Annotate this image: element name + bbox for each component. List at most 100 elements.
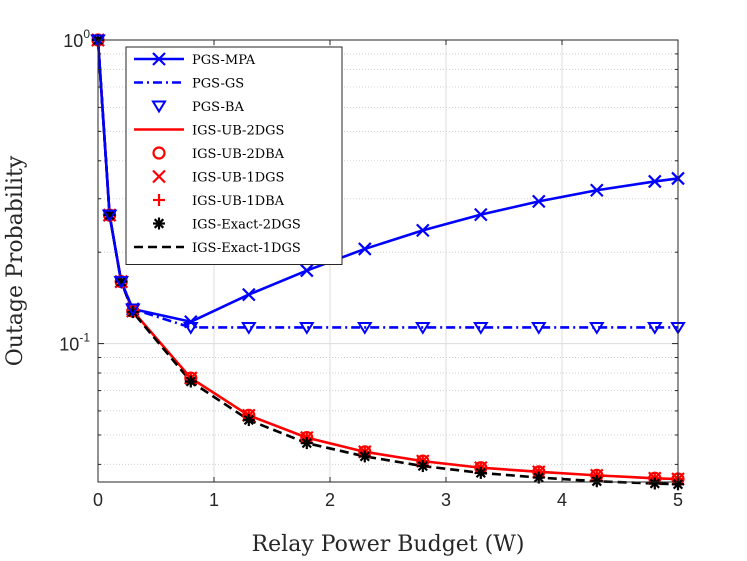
legend-label: PGS-BA (192, 100, 244, 115)
marker-stroke (243, 414, 254, 426)
marker-stroke (113, 276, 129, 289)
data-point-pgs-ba (183, 321, 199, 335)
legend-label: IGS-UB-2DBA (192, 147, 285, 162)
marker-stroke (153, 218, 165, 229)
data-point-pgs-ba (589, 321, 605, 335)
data-point-pgs-ba (473, 321, 489, 335)
marker-stroke (357, 321, 373, 335)
legend-marker (153, 217, 165, 230)
legend-entry: IGS-UB-2DBA (152, 146, 285, 162)
axis-ticks: 0 1 2 3 4 5 100 10-1 (59, 27, 683, 510)
legend-label: IGS-Exact-2DGS (192, 218, 301, 233)
x-tick-label: 5 (673, 490, 683, 510)
legend-label: IGS-UB-1DGS (192, 171, 284, 186)
data-point-pgs-ba (299, 321, 315, 335)
x-tick-label: 0 (93, 490, 103, 510)
legend-label: IGS-UB-1DBA (192, 194, 285, 209)
data-point-igs-exact-2dgs (300, 437, 313, 450)
x-tick-label: 2 (325, 490, 335, 510)
legend-entry: IGS-Exact-1DGS (134, 241, 301, 256)
data-point-igs-exact-2dgs (474, 466, 487, 479)
legend-marker (152, 146, 166, 160)
marker-stroke (185, 376, 196, 387)
marker-stroke (416, 223, 430, 238)
data-point-pgs-ba (101, 209, 118, 223)
data-point-pgs-ba (125, 303, 141, 317)
marker-stroke (647, 321, 663, 335)
marker-stroke (415, 321, 431, 335)
marker-stroke (183, 321, 199, 335)
marker-stroke (649, 478, 660, 489)
data-point-pgs-mpa (358, 242, 372, 256)
marker-stroke (104, 209, 115, 221)
legend-label: IGS-Exact-1DGS (192, 241, 301, 256)
x-tick-label: 3 (441, 490, 451, 510)
data-point-igs-exact-2dgs (242, 414, 255, 427)
axes-box (97, 39, 679, 483)
data-point-igs-exact-2dgs (184, 375, 197, 388)
legend-marker (153, 194, 165, 206)
legend-label: PGS-MPA (192, 53, 256, 68)
data-point-igs-exact-2dgs (416, 460, 429, 473)
legend-entry: IGS-Exact-2DGS (153, 217, 301, 233)
marker-stroke (299, 321, 315, 335)
data-point-pgs-mpa (474, 207, 488, 222)
marker-stroke (101, 209, 118, 223)
marker-stroke (672, 479, 684, 490)
marker-stroke (590, 183, 604, 198)
marker-stroke (589, 321, 605, 335)
y-tick-label: 100 (63, 27, 90, 51)
legend-marker (151, 100, 167, 114)
marker-stroke (116, 276, 127, 287)
marker-stroke (417, 460, 428, 472)
data-point-pgs-mpa (590, 183, 604, 198)
x-tick-label: 4 (557, 490, 567, 510)
legend-label: PGS-GS (192, 77, 244, 92)
legend-entry: PGS-BA (151, 100, 244, 115)
data-point-pgs-ba (647, 321, 663, 335)
marker-stroke (152, 146, 166, 160)
marker-stroke (241, 321, 257, 335)
data-point-pgs-ba (357, 321, 373, 335)
data-point-igs-exact-2dgs (590, 475, 603, 488)
legend: PGS-MPA PGS-GS PGS-BA IGS-UB-2DGS IGS-UB-2DB… (125, 46, 343, 265)
data-point-pgs-ba (531, 321, 547, 335)
marker-stroke (648, 174, 662, 189)
data-point-igs-exact-2dgs (648, 477, 661, 490)
marker-stroke (532, 194, 546, 209)
marker-stroke (358, 242, 372, 256)
legend-entry: PGS-GS (134, 77, 244, 92)
x-axis-label: Relay Power Budget (W) (252, 532, 525, 557)
marker-stroke (242, 287, 256, 302)
data-point-pgs-ba (241, 321, 257, 335)
marker-stroke (152, 52, 166, 66)
marker-stroke (301, 438, 312, 449)
marker-stroke (359, 451, 370, 462)
marker-stroke (474, 207, 488, 222)
marker-stroke (475, 467, 486, 479)
marker-stroke (300, 263, 314, 278)
x-tick-label: 1 (209, 490, 219, 510)
marker-stroke (152, 169, 166, 184)
y-axis-label: Outage Probability (3, 155, 28, 366)
legend-marker (152, 52, 166, 66)
marker-stroke (151, 100, 167, 114)
data-point-pgs-mpa (416, 223, 430, 238)
data-point-pgs-ba (415, 321, 431, 335)
marker-stroke (591, 476, 602, 487)
data-point-pgs-mpa (532, 194, 546, 209)
data-point-pgs-ba (113, 276, 129, 289)
data-point-pgs-mpa (242, 287, 256, 302)
data-point-pgs-mpa (300, 263, 314, 278)
marker-stroke (533, 472, 544, 483)
legend-marker (152, 169, 166, 184)
legend-entry: IGS-UB-2DGS (134, 124, 284, 139)
data-point-igs-exact-2dgs (358, 450, 371, 463)
legend-entry: IGS-UB-1DGS (152, 169, 284, 186)
marker-stroke (531, 321, 547, 335)
legend-entry: IGS-UB-1DBA (153, 194, 285, 209)
legend-entry: PGS-MPA (134, 52, 256, 68)
y-tick-label: 10-1 (59, 331, 90, 355)
legend-label: IGS-UB-2DGS (192, 124, 284, 139)
